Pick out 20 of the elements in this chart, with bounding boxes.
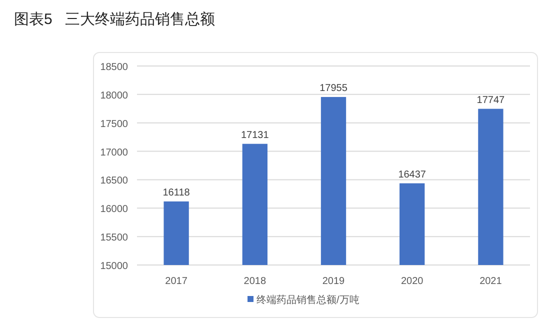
chart-title: 图表5 三大终端药品销售总额 [14, 11, 215, 28]
y-tick-label: 15500 [100, 232, 128, 244]
data-label: 17955 [320, 82, 348, 94]
y-tick-label: 15000 [100, 261, 128, 272]
data-label: 16118 [162, 187, 190, 198]
x-tick-label: 2020 [400, 276, 424, 287]
data-label: 16437 [398, 169, 426, 180]
data-label: 17747 [476, 94, 506, 106]
legend-label: 终端药品销售总额/万吨 [256, 294, 360, 306]
y-tick-label: 17000 [100, 147, 128, 158]
data-label: 17131 [240, 130, 270, 141]
x-tick-label: 2018 [244, 276, 266, 287]
y-tick-label: 17500 [100, 118, 128, 130]
y-tick-label: 18000 [100, 90, 128, 102]
y-tick-label: 16500 [100, 176, 128, 187]
y-tick-label: 16000 [100, 204, 128, 216]
y-tick-label: 18500 [100, 62, 128, 73]
x-tick-label: 2019 [322, 276, 346, 287]
x-tick-label: 2021 [480, 276, 502, 287]
x-tick-label: 2017 [165, 276, 188, 287]
